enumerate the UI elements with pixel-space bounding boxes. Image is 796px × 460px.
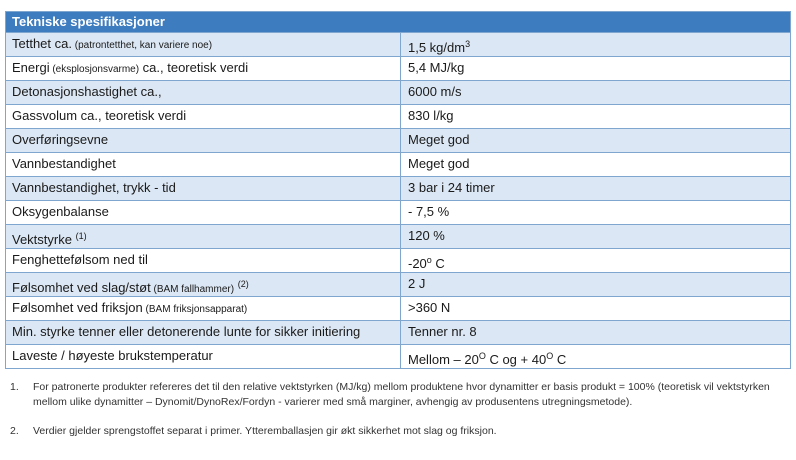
spec-value-text: 2 J [408,276,426,291]
spec-value-tail: C [553,352,567,367]
table-row: Laveste / høyeste brukstemperatur Mellom … [6,344,790,368]
spec-label-text: Tetthet ca. [12,36,72,51]
footnote-2: 2. Verdier gjelder sprengstoffet separat… [5,424,791,439]
spec-label-text: Overføringsevne [12,132,109,147]
spec-value-sup: 3 [465,39,471,49]
spec-label: Oksygenbalanse [6,201,401,224]
footnote-1: 1. For patronerte produkter refereres de… [5,380,791,410]
spec-label: Vannbestandighet [6,153,401,176]
table-row: Vektstyrke (1) 120 % [6,224,790,248]
spec-value-text: 830 l/kg [408,108,454,123]
spec-label-text: Min. styrke tenner eller detonerende lun… [12,324,361,339]
spec-value-text: -20 [408,256,427,271]
table-row: Følsomhet ved friksjon (BAM friksjonsapp… [6,296,790,320]
spec-label-note: (BAM fallhammer) [150,284,235,295]
spec-value-text: >360 N [408,300,451,315]
spec-value-text: Tenner nr. 8 [408,324,477,339]
spec-label: Overføringsevne [6,129,401,152]
spec-value: Tenner nr. 8 [401,321,790,344]
spec-value-sup: O [478,351,486,361]
spec-label: Laveste / høyeste brukstemperatur [6,345,401,368]
spec-label-text: Vannbestandighet, trykk - tid [12,180,176,195]
spec-label: Gassvolum ca., teoretisk verdi [6,105,401,128]
spec-label-text: Energi [12,60,50,75]
spec-label-tail: ca., teoretisk verdi [139,60,249,75]
spec-label: Energi (eksplosjonsvarme) ca., teoretisk… [6,57,401,80]
spec-value-text: Meget god [408,132,470,147]
spec-value: >360 N [401,297,790,320]
spec-label: Følsomhet ved slag/støt (BAM fallhammer)… [6,273,401,296]
spec-label: Fenghettefølsom ned til [6,249,401,272]
footnote-number: 2. [10,425,19,437]
spec-value: Meget god [401,129,790,152]
spec-value-text: Mellom – 20 [408,352,479,367]
table-row: Detonasjonshastighet ca., 6000 m/s [6,80,790,104]
spec-label: Følsomhet ved friksjon (BAM friksjonsapp… [6,297,401,320]
spec-value-text: 120 % [408,228,445,243]
table-row: Energi (eksplosjonsvarme) ca., teoretisk… [6,56,790,80]
spec-label: Vannbestandighet, trykk - tid [6,177,401,200]
spec-value: 2 J [401,273,790,296]
spec-value-text: 6000 m/s [408,84,462,99]
spec-table: Tekniske spesifikasjoner Tetthet ca. (pa… [5,11,791,369]
spec-label-text: Følsomhet ved friksjon [12,300,143,315]
spec-label-text: Vektstyrke [12,232,72,247]
spec-value: 1,5 kg/dm3 [401,33,790,56]
spec-label-text: Følsomhet ved slag/støt [12,280,151,295]
table-row: Min. styrke tenner eller detonerende lun… [6,320,790,344]
spec-value: Mellom – 20O C og + 40O C [401,345,790,368]
spec-label-text: Detonasjonshastighet ca., [12,84,162,99]
spec-value-text: Meget god [408,156,470,171]
spec-label-note: (BAM friksjonsapparat) [142,304,248,315]
spec-value: 6000 m/s [401,81,790,104]
table-body: Tetthet ca. (patrontetthet, kan variere … [6,32,790,368]
spec-label: Min. styrke tenner eller detonerende lun… [6,321,401,344]
spec-value: 5,4 MJ/kg [401,57,790,80]
spec-value-text: 1,5 kg/dm [408,40,466,55]
spec-label: Vektstyrke (1) [6,225,401,248]
spec-label-note: (eksplosjonsvarme) [49,64,140,75]
spec-label-text: Vannbestandighet [12,156,116,171]
table-row: Følsomhet ved slag/støt (BAM fallhammer)… [6,272,790,296]
table-row: Gassvolum ca., teoretisk verdi 830 l/kg [6,104,790,128]
footnote-number: 1. [10,381,19,393]
table-row: Fenghettefølsom ned til -20o C [6,248,790,272]
spec-value-sup: O [546,351,554,361]
spec-label-text: Oksygenbalanse [12,204,109,219]
spec-value: 3 bar i 24 timer [401,177,790,200]
spec-value-text: 5,4 MJ/kg [408,60,465,75]
spec-footnote-ref: (1) [75,231,87,241]
spec-footnote-ref: (2) [237,279,249,289]
spec-value: Meget god [401,153,790,176]
spec-value: 120 % [401,225,790,248]
footnote-text: For patronerte produkter refereres det t… [33,381,770,408]
spec-value: - 7,5 % [401,201,790,224]
spec-label: Tetthet ca. (patrontetthet, kan variere … [6,33,401,56]
table-row: Tetthet ca. (patrontetthet, kan variere … [6,32,790,56]
footnote-text: Verdier gjelder sprengstoffet separat i … [33,425,497,437]
spec-label-note: (patrontetthet, kan variere noe) [71,40,213,51]
spec-value-tail: C og + 40 [485,352,547,367]
spec-label-text: Fenghettefølsom ned til [12,252,148,267]
spec-label-text: Gassvolum ca., teoretisk verdi [12,108,187,123]
spec-label: Detonasjonshastighet ca., [6,81,401,104]
spec-value: 830 l/kg [401,105,790,128]
spec-value-text: - 7,5 % [408,204,450,219]
spec-value-text: 3 bar i 24 timer [408,180,495,195]
table-row: Vannbestandighet, trykk - tid 3 bar i 24 … [6,176,790,200]
spec-value-tail: C [431,256,445,271]
table-row: Vannbestandighet Meget god [6,152,790,176]
spec-value-sup: o [426,255,432,265]
spec-label-text: Laveste / høyeste brukstemperatur [12,348,213,363]
spec-value: -20o C [401,249,790,272]
table-row: Overføringsevne Meget god [6,128,790,152]
table-title: Tekniske spesifikasjoner [6,12,790,32]
table-row: Oksygenbalanse - 7,5 % [6,200,790,224]
footnotes: 1. For patronerte produkter refereres de… [5,380,791,453]
